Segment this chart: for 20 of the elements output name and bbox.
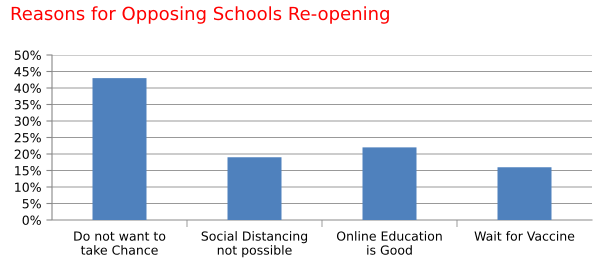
y-tick-label: 45% (14, 66, 41, 76)
y-tick-label: 5% (22, 198, 41, 208)
y-tick-label: 50% (14, 50, 41, 60)
y-tick-label: 10% (15, 182, 41, 192)
x-tick-label: Online Education is Good (336, 231, 442, 255)
y-tick-label: 20% (14, 149, 41, 159)
x-tick-label: Wait for Vaccine (474, 231, 574, 241)
bar (362, 147, 416, 220)
x-tick-label: Do not want to take Chance (74, 231, 166, 255)
chart-title: Reasons for Opposing Schools Re-opening (12, 6, 389, 24)
bar (498, 167, 552, 220)
x-tick-label: Social Distancing not possible (202, 231, 308, 258)
y-tick-label: 30% (14, 116, 41, 126)
y-tick-label: 0% (22, 215, 41, 225)
y-tick-label: 40% (14, 83, 41, 93)
y-tick-label: 25% (14, 132, 41, 142)
y-tick-label: 35% (14, 100, 41, 110)
bar (228, 157, 282, 220)
bar (92, 78, 146, 220)
y-tick-label: 15% (15, 166, 41, 176)
